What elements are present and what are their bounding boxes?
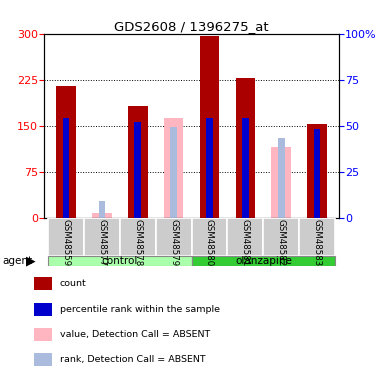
- Text: GSM48579: GSM48579: [169, 219, 178, 266]
- Bar: [314, 129, 320, 218]
- Bar: [34, 328, 52, 341]
- Bar: [34, 353, 52, 366]
- Bar: [84, 217, 120, 255]
- Bar: [307, 124, 327, 218]
- Bar: [192, 256, 335, 266]
- Bar: [263, 217, 299, 255]
- Text: ▶: ▶: [26, 255, 36, 268]
- Bar: [134, 122, 141, 218]
- Text: GSM48577: GSM48577: [97, 219, 106, 266]
- Bar: [164, 118, 184, 218]
- Title: GDS2608 / 1396275_at: GDS2608 / 1396275_at: [114, 20, 269, 33]
- Text: GSM48583: GSM48583: [313, 219, 322, 266]
- Bar: [170, 128, 177, 218]
- Text: olanzapine: olanzapine: [235, 256, 292, 266]
- Bar: [120, 217, 156, 255]
- Text: rank, Detection Call = ABSENT: rank, Detection Call = ABSENT: [60, 356, 205, 364]
- Bar: [206, 118, 213, 218]
- Text: GSM48581: GSM48581: [241, 219, 250, 266]
- Bar: [48, 217, 84, 255]
- Text: GSM48580: GSM48580: [205, 219, 214, 266]
- Bar: [228, 217, 263, 255]
- Bar: [236, 78, 255, 218]
- Bar: [199, 36, 219, 218]
- Bar: [299, 217, 335, 255]
- Bar: [34, 277, 52, 291]
- Text: GSM48578: GSM48578: [133, 219, 142, 266]
- Text: percentile rank within the sample: percentile rank within the sample: [60, 304, 219, 313]
- Text: value, Detection Call = ABSENT: value, Detection Call = ABSENT: [60, 330, 210, 339]
- Text: GSM48582: GSM48582: [277, 219, 286, 266]
- Bar: [242, 118, 249, 218]
- Bar: [92, 213, 112, 217]
- Bar: [63, 118, 69, 218]
- Bar: [34, 303, 52, 316]
- Text: agent: agent: [2, 256, 32, 266]
- Text: count: count: [60, 279, 86, 288]
- Bar: [48, 256, 192, 266]
- Bar: [156, 217, 192, 255]
- Bar: [56, 86, 76, 218]
- Bar: [192, 217, 228, 255]
- Text: control: control: [102, 256, 138, 266]
- Bar: [278, 138, 285, 218]
- Bar: [99, 201, 105, 217]
- Text: GSM48559: GSM48559: [61, 219, 70, 266]
- Bar: [271, 147, 291, 218]
- Bar: [128, 106, 147, 218]
